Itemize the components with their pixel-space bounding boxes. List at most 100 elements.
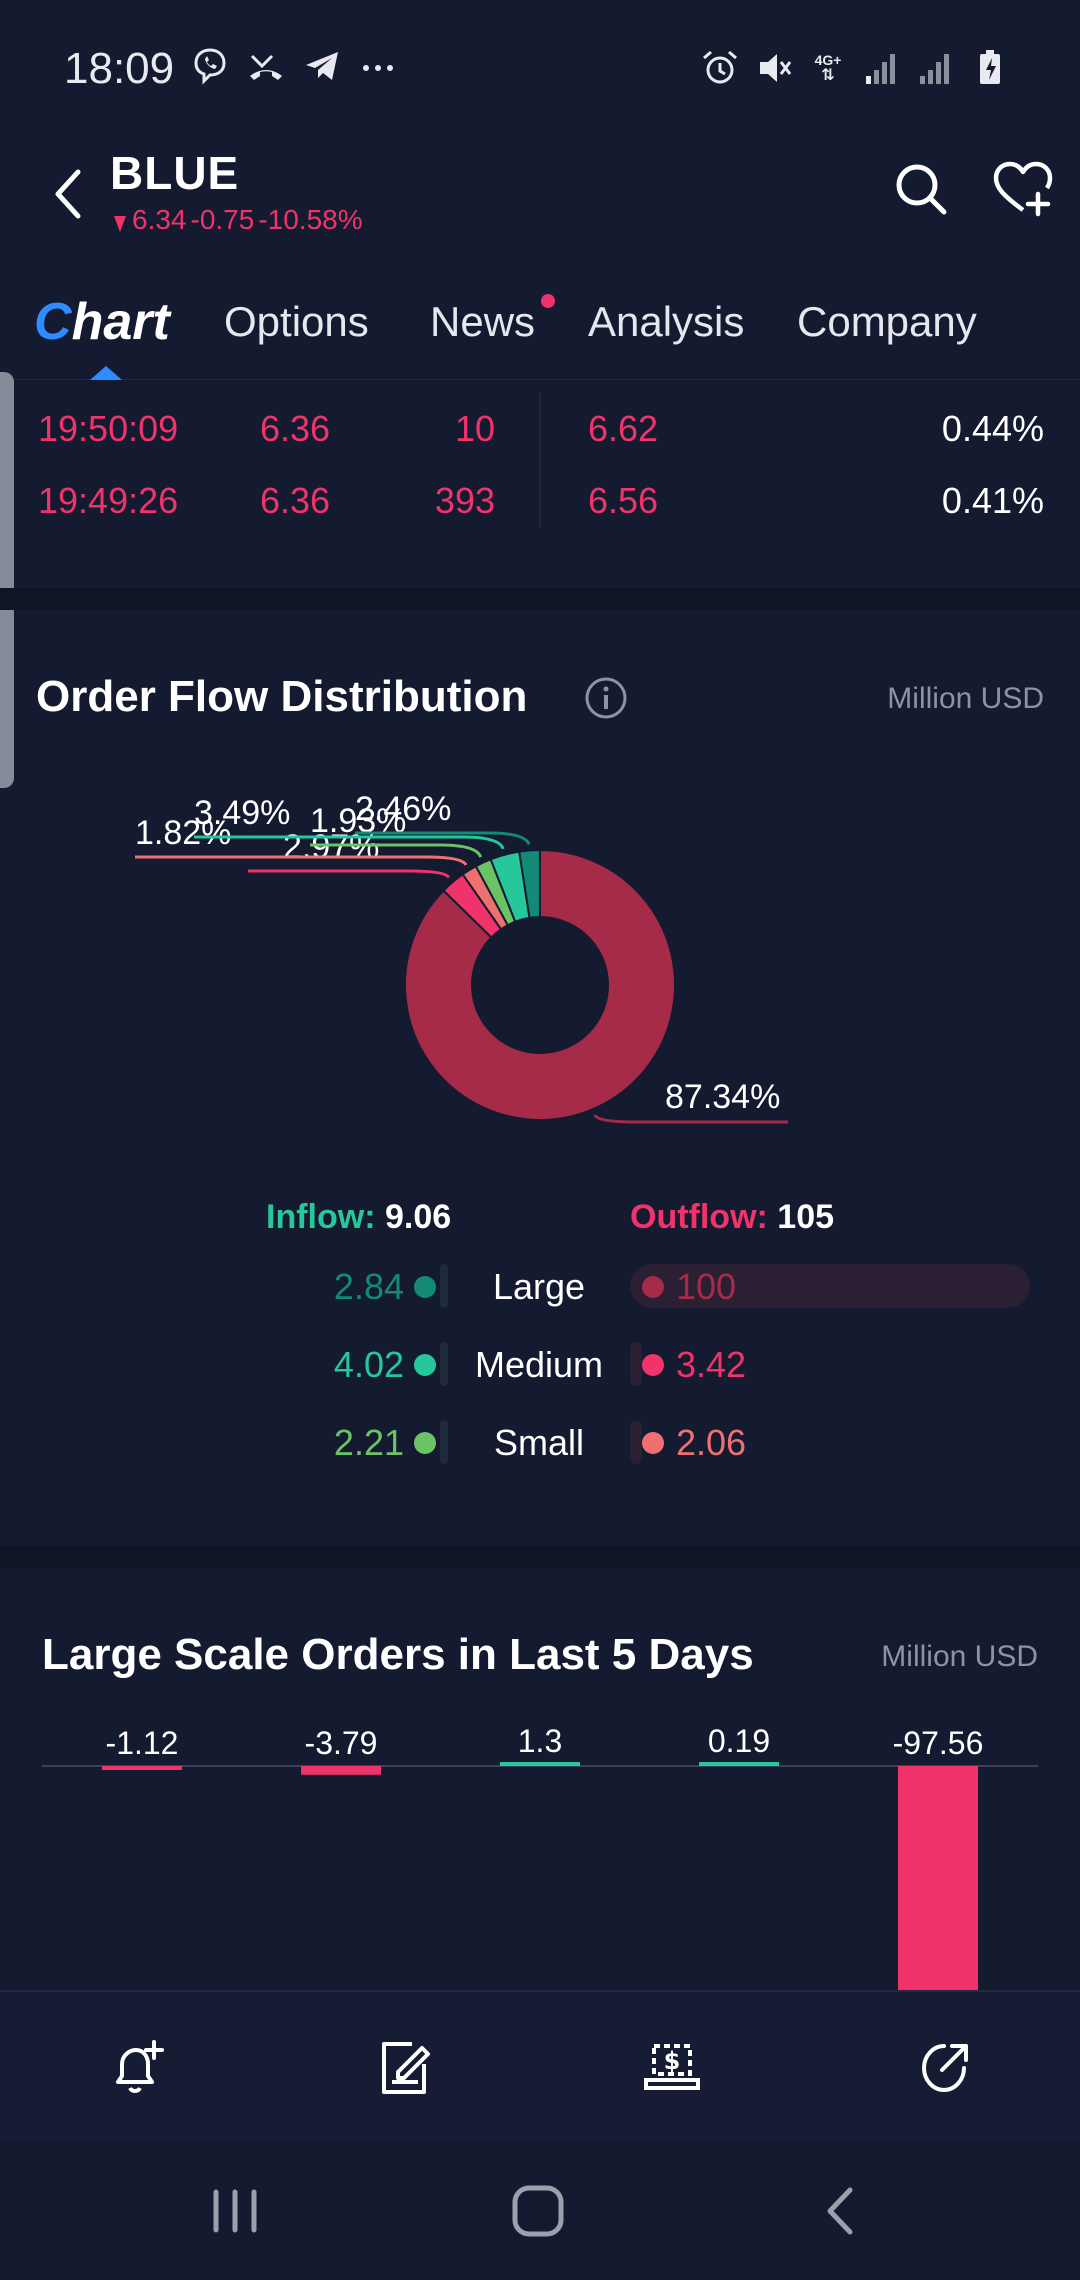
outflow-header: Outflow: 105 (630, 1198, 834, 1237)
bar-value-label: -1.12 (106, 1725, 179, 1761)
back-arrow-icon[interactable] (44, 158, 94, 228)
bar-mark (102, 1766, 182, 1770)
viber-icon (190, 46, 230, 86)
trade-pct: 0.41% (941, 480, 1044, 521)
info-icon[interactable] (584, 676, 628, 720)
network-label: 4G+ (814, 52, 842, 68)
flow-row-medium: 4.02 Medium 3.42 (0, 1330, 1080, 1400)
trade-row: 19:49:26 6.36 393 6.56 0.41% (0, 464, 1080, 534)
edit-note-icon[interactable] (372, 2036, 436, 2100)
donut-leader-line (355, 831, 531, 846)
mute-icon (754, 48, 794, 88)
inflow-total: 9.06 (384, 1198, 452, 1236)
donut-slice (404, 848, 676, 1121)
tab-news[interactable]: News (430, 298, 536, 345)
telegram-icon (302, 46, 342, 86)
donut-leader-line (194, 835, 505, 850)
system-nav-bar (0, 2140, 1080, 2280)
trade-icon[interactable]: $ (640, 2036, 704, 2100)
donut-slice-label: 1.82% (135, 814, 231, 852)
share-icon[interactable] (912, 2036, 976, 2100)
tab-company[interactable]: Company (797, 298, 977, 345)
donut-leader-line (135, 855, 468, 866)
trade-volume: 10 (454, 408, 495, 449)
bar-mark (301, 1766, 381, 1775)
inflow-value: 2.84 (333, 1266, 404, 1307)
inflow-value: 2.21 (333, 1422, 404, 1463)
inflow-bar (440, 1342, 448, 1386)
status-bar: 18:09 4G+ ⇅ (0, 0, 1080, 130)
inflow-value: 4.02 (333, 1344, 404, 1385)
flow-row-label: Medium (474, 1344, 604, 1385)
trade-divider (539, 392, 541, 528)
outflow-dot (642, 1354, 664, 1376)
home-icon[interactable] (503, 2176, 573, 2246)
outflow-bar (630, 1264, 1030, 1308)
stock-header: BLUE 6.34 -0.75 -10.58% (0, 130, 1080, 270)
search-icon[interactable] (888, 156, 954, 222)
svg-text:$: $ (664, 2047, 681, 2075)
signal-icon (862, 48, 902, 88)
outflow-dot (642, 1432, 664, 1454)
tab-chart[interactable]: Chart (34, 292, 170, 352)
inflow-label: Inflow: (266, 1198, 376, 1236)
donut-slice-label: 2.46% (355, 790, 451, 828)
inflow-header: Inflow: 9.06 (266, 1198, 451, 1237)
outflow-dot (642, 1276, 664, 1298)
trade-time: 19:50:09 (38, 408, 179, 449)
tab-chart-rest: hart (71, 293, 170, 351)
bar-mark (898, 1766, 978, 1992)
bar-mark (500, 1762, 580, 1766)
inflow-dot (414, 1432, 436, 1454)
add-favorite-icon[interactable] (990, 156, 1056, 222)
outflow-total: 105 (777, 1198, 835, 1236)
tab-bar: Chart Options News Analysis Company (0, 280, 1080, 380)
donut-leader-line (593, 1113, 788, 1124)
large-orders-title: Large Scale Orders in Last 5 Days (42, 1630, 754, 1679)
tab-analysis[interactable]: Analysis (588, 298, 745, 345)
4g-icon: 4G+ ⇅ (814, 52, 842, 84)
tab-chart-initial: C (34, 293, 72, 351)
inflow-bar (440, 1264, 448, 1308)
alert-add-icon[interactable] (104, 2036, 168, 2100)
active-tab-indicator (90, 366, 122, 380)
outflow-bar (630, 1420, 642, 1464)
status-time: 18:09 (64, 44, 175, 93)
flow-row-label: Large (492, 1266, 586, 1307)
section-separator (0, 588, 1080, 610)
bottom-toolbar: $ (0, 1990, 1080, 2140)
bar-mark (699, 1762, 779, 1766)
quote-change-pct: -10.58% (258, 204, 363, 235)
trade-row: 19:50:09 6.36 10 6.62 0.44% (0, 392, 1080, 462)
inflow-dot (414, 1276, 436, 1298)
tab-options[interactable]: Options (224, 298, 369, 345)
large-orders-unit: Million USD (881, 1640, 1038, 1673)
battery-charging-icon (970, 48, 1010, 88)
trade-price: 6.36 (260, 408, 331, 449)
side-panel-handle[interactable] (0, 372, 14, 788)
outflow-value: 3.42 (676, 1344, 747, 1385)
bar-value-label: 0.19 (708, 1723, 770, 1759)
trade-pct: 0.44% (941, 408, 1044, 449)
flow-row-label: Small (493, 1422, 585, 1463)
news-notification-dot (541, 294, 555, 308)
donut-slice-label: 87.34% (665, 1078, 780, 1116)
trade-price: 6.36 (260, 480, 331, 521)
large-orders-bar-chart: -1.12 -3.79 1.3 0.19 -97.56 (42, 1723, 1038, 1992)
order-flow-title: Order Flow Distribution (36, 672, 528, 721)
bar-value-label: -3.79 (305, 1725, 378, 1761)
trade-volume: 393 (434, 480, 495, 521)
donut-slice (518, 848, 541, 919)
recents-icon[interactable] (200, 2176, 270, 2246)
flow-row-large: 2.84 Large 100 (0, 1252, 1080, 1322)
missed-call-icon (246, 46, 286, 86)
ticker-symbol: BLUE (110, 147, 240, 199)
order-flow-unit: Million USD (887, 682, 1044, 715)
signal-icon-2 (916, 48, 956, 88)
trade-time: 19:49:26 (38, 480, 179, 521)
more-dots-icon (358, 46, 398, 86)
order-flow-donut-chart: 87.34%2.97%1.82% 1.93%3.49% 2.46% (135, 790, 788, 1124)
section-separator (0, 1546, 1080, 1568)
back-nav-icon[interactable] (806, 2176, 876, 2246)
outflow-bar (630, 1342, 642, 1386)
